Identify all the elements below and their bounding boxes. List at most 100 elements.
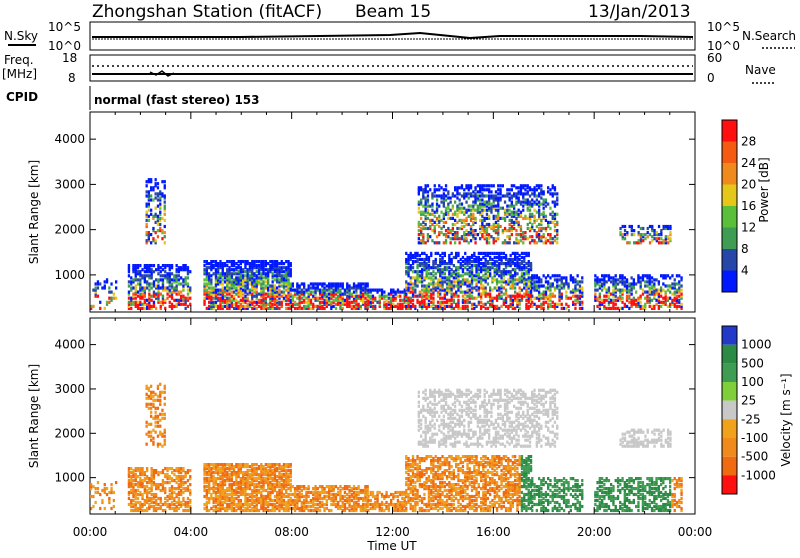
- data-cell: [314, 305, 316, 308]
- data-cell: [491, 262, 493, 265]
- data-cell: [416, 258, 418, 261]
- data-cell: [538, 276, 540, 279]
- data-cell: [330, 291, 332, 294]
- data-cell: [206, 489, 208, 492]
- data-cell: [420, 227, 422, 230]
- data-cell: [480, 266, 482, 269]
- data-cell: [222, 262, 224, 265]
- data-cell: [429, 213, 431, 216]
- data-cell: [474, 237, 476, 240]
- data-cell: [249, 289, 251, 292]
- data-cell: [215, 289, 217, 292]
- data-cell: [674, 291, 676, 294]
- data-cell: [482, 262, 484, 265]
- data-cell: [505, 305, 507, 308]
- data-cell: [161, 229, 163, 232]
- data-cell: [160, 266, 162, 269]
- colorbar-tick-label: 12: [741, 221, 756, 235]
- data-cell: [157, 192, 159, 195]
- data-cell: [388, 301, 390, 304]
- data-cell: [478, 286, 480, 289]
- data-cell: [642, 227, 644, 230]
- data-cell: [506, 209, 508, 212]
- data-cell: [665, 235, 667, 238]
- data-cell: [445, 184, 447, 187]
- data-cell: [601, 282, 603, 285]
- data-cell: [397, 289, 399, 292]
- data-cell: [456, 205, 458, 208]
- data-cell: [445, 198, 447, 201]
- data-cell: [182, 264, 184, 267]
- data-cell: [303, 291, 305, 294]
- data-cell: [545, 286, 547, 289]
- data-cell: [159, 413, 161, 416]
- data-cell: [455, 291, 457, 294]
- data-cell: [278, 278, 280, 281]
- data-cell: [448, 299, 450, 302]
- data-cell: [435, 282, 437, 285]
- data-cell: [489, 293, 491, 296]
- data-cell: [217, 297, 219, 300]
- data-cell: [482, 274, 484, 277]
- data-cell: [599, 301, 601, 304]
- data-cell: [491, 252, 493, 255]
- data-cell: [525, 278, 527, 281]
- data-cell: [497, 237, 499, 240]
- data-cell: [525, 270, 527, 273]
- data-cell: [247, 297, 249, 300]
- data-cell: [137, 507, 139, 510]
- data-cell: [506, 192, 508, 195]
- data-cell: [667, 305, 669, 308]
- data-cell: [653, 305, 655, 308]
- data-cell: [178, 274, 180, 277]
- data-cell: [642, 274, 644, 277]
- data-cell: [452, 233, 454, 236]
- data-cell: [376, 301, 378, 304]
- data-cell: [448, 254, 450, 257]
- data-cell: [113, 293, 115, 296]
- data-cell: [326, 289, 328, 292]
- data-cell: [437, 301, 439, 304]
- data-cell: [353, 282, 355, 285]
- data-cell: [519, 299, 521, 302]
- data-cell: [213, 471, 215, 474]
- data-cell: [187, 297, 189, 300]
- data-cell: [567, 297, 569, 300]
- data-cell: [164, 264, 166, 267]
- data-cell: [439, 301, 441, 304]
- data-cell: [608, 295, 610, 298]
- data-cell: [407, 282, 409, 285]
- data-cell: [446, 262, 448, 265]
- data-cell: [594, 293, 596, 296]
- data-cell: [224, 286, 226, 289]
- data-cell: [160, 301, 162, 304]
- data-cell: [238, 305, 240, 308]
- data-cell: [601, 289, 603, 292]
- data-cell: [137, 291, 139, 294]
- data-cell: [457, 299, 459, 302]
- data-cell: [543, 274, 545, 277]
- data-cell: [524, 192, 526, 195]
- data-cell: [445, 229, 447, 232]
- data-cell: [139, 264, 141, 267]
- data-cell: [418, 241, 420, 244]
- data-cell: [671, 293, 673, 296]
- data-cell: [451, 258, 453, 261]
- data-cell: [159, 203, 161, 206]
- data-cell: [617, 297, 619, 300]
- data-cell: [244, 274, 246, 277]
- data-cell: [527, 223, 529, 226]
- data-cell: [189, 286, 191, 289]
- data-cell: [453, 299, 455, 302]
- data-cell: [512, 252, 514, 255]
- data-cell: [141, 286, 143, 289]
- data-cell: [455, 252, 457, 255]
- data-cell: [464, 297, 466, 300]
- data-cell: [319, 282, 321, 285]
- data-cell: [481, 215, 483, 218]
- data-cell: [189, 469, 191, 472]
- data-cell: [558, 284, 560, 287]
- data-cell: [238, 491, 240, 494]
- data-cell: [669, 237, 671, 240]
